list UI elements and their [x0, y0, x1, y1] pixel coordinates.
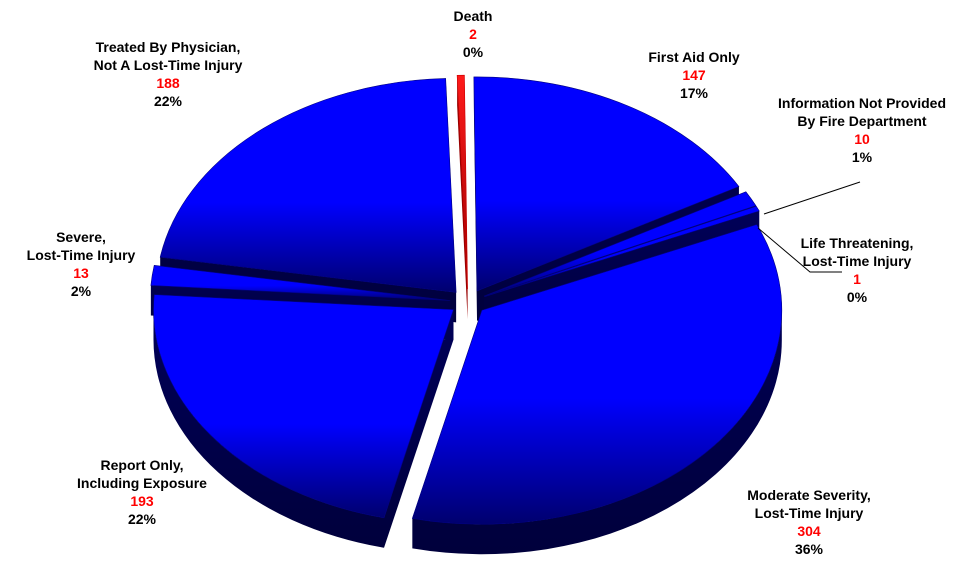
slice-percent-label: 2% [71, 283, 92, 299]
slice-label-1: Death 2 0% [454, 8, 493, 60]
slice-label-5: Moderate Severity, Lost-Time Injury 304 36% [747, 487, 870, 557]
slice-percent-label: 1% [852, 149, 873, 165]
slice-label-8: Treated By Physician, Not A Lost-Time Inj… [94, 39, 243, 109]
slice-percent-label: 36% [795, 541, 824, 557]
slice-percent-label: 17% [680, 85, 709, 101]
slice-label-6: Report Only, Including Exposure 193 22% [77, 457, 207, 527]
slice-name-label: Report Only, [101, 457, 184, 473]
slice-6 [153, 294, 454, 519]
slice-percent-label: 22% [128, 511, 157, 527]
slice-name-label: Death [454, 8, 493, 24]
slice-8 [159, 78, 457, 293]
slice-name-label: Including Exposure [77, 475, 207, 491]
slice-label-2: First Aid Only 147 17% [648, 49, 739, 101]
slice-name-label: Severe, [56, 229, 106, 245]
slice-name-label: By Fire Department [797, 113, 926, 129]
slice-name-label: Moderate Severity, [747, 487, 870, 503]
slice-value-label: 304 [797, 523, 821, 539]
slice-percent-label: 0% [847, 289, 868, 305]
slice-4 [484, 205, 760, 297]
slice-value-label: 147 [682, 67, 706, 83]
slice-value-label: 188 [156, 75, 180, 91]
slice-percent-label: 22% [154, 93, 183, 109]
slice-1 [456, 74, 468, 290]
slice-labels: Death 2 0% First Aid Only 147 17% Information … [27, 8, 946, 557]
slice-value-label: 10 [854, 131, 870, 147]
slice-name-label: Life Threatening, [801, 235, 914, 251]
slice-2 [473, 76, 740, 292]
slice-name-label: Lost-Time Injury [27, 247, 136, 263]
slice-7 [150, 265, 451, 301]
slice-label-4: Life Threatening, Lost-Time Injury 1 0% [801, 235, 914, 305]
slice-name-label: Not A Lost-Time Injury [94, 57, 243, 73]
slice-name-label: Information Not Provided [778, 95, 946, 111]
slice-value-label: 2 [469, 26, 477, 42]
slice-name-label: Lost-Time Injury [803, 253, 912, 269]
leader-lines [757, 181, 861, 273]
slice-3 [483, 191, 757, 297]
slice-name-label: Treated By Physician, [96, 39, 241, 55]
slice-label-3: Information Not Provided By Fire Departme… [778, 95, 946, 165]
slice-name-label: Lost-Time Injury [755, 505, 864, 521]
slice-name-label: First Aid Only [648, 49, 739, 65]
slice-percent-label: 0% [463, 44, 484, 60]
slice-label-7: Severe, Lost-Time Injury 13 2% [27, 229, 136, 299]
slice-value-label: 193 [130, 493, 154, 509]
slice-value-label: 13 [73, 265, 89, 281]
leader-line-3 [763, 181, 861, 215]
slice-value-label: 1 [853, 271, 861, 287]
slice-5 [411, 224, 783, 525]
leader-line-4 [757, 227, 842, 273]
slice-faces [150, 74, 783, 525]
